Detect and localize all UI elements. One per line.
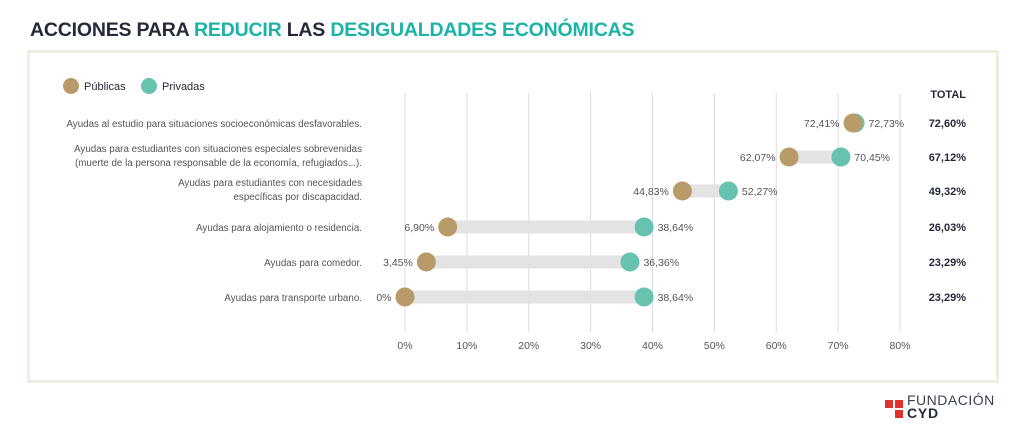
privadas-dot	[718, 181, 738, 201]
publicas-value-label: 62,07%	[740, 152, 776, 164]
publicas-dot	[438, 217, 458, 237]
legend-publicas-marker	[63, 78, 79, 94]
category-label: Ayudas al estudio para situaciones socio…	[66, 119, 362, 130]
logo-square-icon	[895, 410, 903, 418]
x-tick-label: 20%	[518, 340, 539, 352]
title-part-3: LAS	[281, 19, 331, 41]
privadas-value-label: 38,64%	[658, 292, 694, 304]
publicas-dot	[416, 252, 436, 272]
x-tick-label: 40%	[642, 340, 663, 352]
category-label: Ayudas para alojamiento o residencia.	[196, 223, 362, 234]
publicas-value-label: 0%	[376, 292, 391, 304]
category-label: Ayudas para comedor.	[264, 258, 362, 269]
connector-bar	[789, 150, 841, 164]
privadas-dot	[831, 147, 851, 167]
x-tick-label: 0%	[397, 340, 412, 352]
legend-publicas-label: Públicas	[84, 81, 126, 93]
privadas-value-label: 36,36%	[643, 257, 679, 269]
logo-text-line1: FUNDACIÓN	[907, 392, 995, 408]
connector-bar	[682, 184, 729, 198]
publicas-value-label: 44,83%	[633, 186, 669, 198]
category-label: Ayudas para transporte urbano.	[224, 293, 362, 304]
publicas-dot	[395, 287, 415, 307]
privadas-value-label: 70,45%	[854, 152, 890, 164]
logo-square-icon	[895, 400, 903, 408]
total-value: 72,60%	[929, 118, 967, 130]
connector-bar	[426, 255, 630, 269]
publicas-dot	[779, 147, 799, 167]
x-tick-label: 70%	[828, 340, 849, 352]
title-part-1: ACCIONES PARA	[30, 19, 195, 41]
privadas-dot	[620, 252, 640, 272]
total-value: 23,29%	[929, 257, 967, 269]
total-value: 23,29%	[929, 292, 967, 304]
chart-frame	[27, 50, 999, 383]
x-tick-label: 50%	[704, 340, 725, 352]
publicas-value-label: 6,90%	[404, 222, 434, 234]
privadas-dot	[634, 217, 654, 237]
total-value: 49,32%	[929, 186, 967, 198]
connector-bar	[447, 220, 645, 234]
total-value: 26,03%	[929, 222, 967, 234]
x-tick-label: 10%	[456, 340, 477, 352]
category-label: Ayudas para estudiantes con necesidades	[178, 178, 362, 189]
privadas-value-label: 52,27%	[742, 186, 778, 198]
category-label: (muerte de la persona responsable de la …	[75, 158, 362, 169]
privadas-value-label: 72,73%	[869, 118, 905, 130]
publicas-dot	[672, 181, 692, 201]
title-part-4: DESIGUALDADES ECONÓMICAS	[330, 19, 635, 41]
x-tick-label: 60%	[766, 340, 787, 352]
publicas-value-label: 72,41%	[804, 118, 840, 130]
legend-privadas-marker	[141, 78, 157, 94]
chart-title: ACCIONES PARA REDUCIR LAS DESIGUALDADES …	[30, 19, 635, 42]
privadas-dot	[634, 287, 654, 307]
publicas-dot	[843, 113, 863, 133]
x-tick-label: 30%	[580, 340, 601, 352]
total-value: 67,12%	[929, 152, 967, 164]
legend-privadas-label: Privadas	[162, 81, 205, 93]
logo-square-icon	[885, 400, 893, 408]
connector-bar	[405, 290, 645, 304]
logo-text-line2: CYD	[907, 405, 939, 421]
publicas-value-label: 3,45%	[383, 257, 413, 269]
title-part-2: REDUCIR	[194, 19, 282, 41]
category-label: específicas por discapacidad.	[233, 192, 362, 203]
total-header: TOTAL	[930, 89, 966, 101]
x-tick-label: 80%	[889, 340, 910, 352]
privadas-value-label: 38,64%	[658, 222, 694, 234]
category-label: Ayudas para estudiantes con situaciones …	[74, 144, 362, 155]
